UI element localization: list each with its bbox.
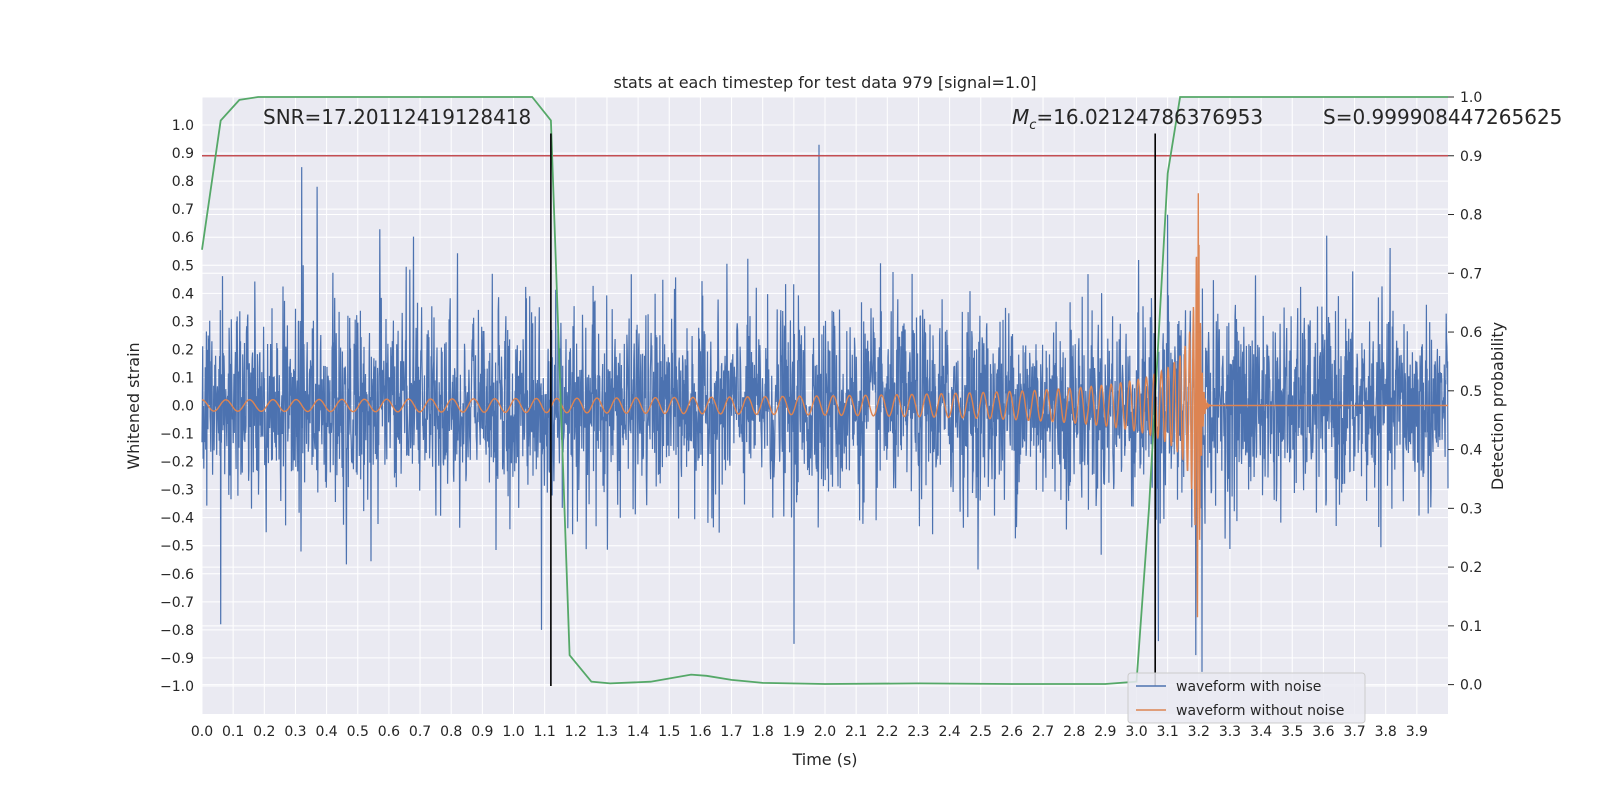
x-tick-label: 0.6 bbox=[378, 724, 400, 740]
y-tick-label: −0.4 bbox=[160, 511, 194, 527]
x-tick-label: 1.5 bbox=[658, 724, 680, 740]
x-tick-label: 3.6 bbox=[1312, 724, 1334, 740]
legend-label-clean: waveform without noise bbox=[1176, 703, 1344, 719]
series-waveform-without-noise bbox=[202, 193, 1448, 618]
legend: waveform with noise waveform without noi… bbox=[1127, 672, 1366, 724]
y-tick-label: 0.4 bbox=[172, 286, 194, 302]
y-tick-label: 0.2 bbox=[172, 342, 194, 358]
x-tick-label: 3.0 bbox=[1125, 724, 1147, 740]
y2-tick-label: 0.0 bbox=[1460, 678, 1482, 694]
x-tick-label: 0.9 bbox=[471, 724, 493, 740]
y2-tick-label: 0.1 bbox=[1460, 619, 1482, 635]
legend-label-noise: waveform with noise bbox=[1176, 679, 1321, 695]
y-tick-label: −0.1 bbox=[160, 427, 194, 443]
x-tick-label: 1.2 bbox=[565, 724, 587, 740]
mc-symbol: M bbox=[1012, 105, 1029, 129]
x-tick-label: 1.3 bbox=[596, 724, 618, 740]
x-tick-label: 0.5 bbox=[347, 724, 369, 740]
mc-subscript: c bbox=[1029, 118, 1036, 133]
y-tick-label: −0.7 bbox=[160, 595, 194, 611]
x-tick-label: 3.2 bbox=[1188, 724, 1210, 740]
y-tick-label: −0.9 bbox=[160, 651, 194, 667]
y-tick-label: 0.1 bbox=[172, 370, 194, 386]
y-tick-label: 0.5 bbox=[172, 258, 194, 274]
y-tick-label: 1.0 bbox=[172, 118, 194, 134]
x-tick-label: 0.2 bbox=[253, 724, 275, 740]
y2-tick-label: 0.5 bbox=[1460, 384, 1482, 400]
x-tick-label: 0.3 bbox=[284, 724, 306, 740]
x-tick-label: 0.1 bbox=[222, 724, 244, 740]
y2-tick-label: 0.4 bbox=[1460, 443, 1482, 459]
x-tick-label: 2.1 bbox=[845, 724, 867, 740]
x-tick-label: 3.9 bbox=[1406, 724, 1428, 740]
x-tick-label: 0.8 bbox=[440, 724, 462, 740]
y-tick-label: 0.3 bbox=[172, 314, 194, 330]
y-tick-label: −0.5 bbox=[160, 539, 194, 555]
mc-annotation: Mc=16.02124786376953 bbox=[1012, 105, 1263, 133]
x-tick-label: 2.3 bbox=[907, 724, 929, 740]
x-tick-label: 0.4 bbox=[315, 724, 337, 740]
x-tick-label: 2.0 bbox=[814, 724, 836, 740]
x-tick-label: 1.6 bbox=[689, 724, 711, 740]
y-tick-label: −0.2 bbox=[160, 455, 194, 471]
x-tick-label: 1.4 bbox=[627, 724, 649, 740]
x-tick-label: 3.3 bbox=[1219, 724, 1241, 740]
y-tick-label: 0.9 bbox=[172, 146, 194, 162]
chart-title: stats at each timestep for test data 979… bbox=[613, 73, 1036, 92]
y-tick-label: 0.7 bbox=[172, 202, 194, 218]
series-detection-probability bbox=[201, 96, 1448, 685]
x-tick-label: 3.1 bbox=[1157, 724, 1179, 740]
y2-tick-label: 0.6 bbox=[1460, 325, 1482, 341]
legend-box bbox=[1127, 672, 1366, 724]
x-tick-label: 1.0 bbox=[502, 724, 524, 740]
x-tick-label: 1.1 bbox=[534, 724, 556, 740]
mc-value: =16.02124786376953 bbox=[1036, 105, 1263, 129]
y2-tick-label: 0.2 bbox=[1460, 560, 1482, 576]
x-tick-label: 2.6 bbox=[1001, 724, 1023, 740]
y2-tick-label: 1.0 bbox=[1460, 90, 1482, 106]
x-tick-label: 2.5 bbox=[970, 724, 992, 740]
y-tick-label: −0.6 bbox=[160, 567, 194, 583]
x-tick-label: 1.7 bbox=[720, 724, 742, 740]
x-axis-label: Time (s) bbox=[791, 750, 857, 769]
y-tick-label: −0.3 bbox=[160, 483, 194, 499]
y2-tick-label: 0.3 bbox=[1460, 501, 1482, 517]
s-annotation: S=0.999908447265625 bbox=[1323, 105, 1562, 129]
x-tick-label: 3.7 bbox=[1343, 724, 1365, 740]
data-layer bbox=[201, 96, 1449, 686]
y-tick-label: 0.6 bbox=[172, 230, 194, 246]
y-axis-label: Whitened strain bbox=[124, 342, 143, 469]
x-tick-label: 2.8 bbox=[1063, 724, 1085, 740]
x-tick-label: 2.9 bbox=[1094, 724, 1116, 740]
x-tick-label: 1.9 bbox=[783, 724, 805, 740]
y-tick-label: −1.0 bbox=[160, 679, 194, 695]
y2-axis-label: Detection probability bbox=[1488, 322, 1507, 490]
x-tick-label: 3.8 bbox=[1375, 724, 1397, 740]
x-tick-label: 3.5 bbox=[1281, 724, 1303, 740]
y2-tick-label: 0.7 bbox=[1460, 266, 1482, 282]
snr-annotation: SNR=17.20112419128418 bbox=[263, 105, 531, 129]
x-tick-label: 1.8 bbox=[752, 724, 774, 740]
series-waveform-with-noise bbox=[201, 144, 1449, 672]
x-tick-label: 2.7 bbox=[1032, 724, 1054, 740]
x-tick-label: 0.0 bbox=[191, 724, 213, 740]
y-tick-label: 0.8 bbox=[172, 174, 194, 190]
y-tick-label: −0.8 bbox=[160, 623, 194, 639]
x-tick-label: 3.4 bbox=[1250, 724, 1272, 740]
y2-tick-label: 0.9 bbox=[1460, 149, 1482, 165]
tick-labels: 0.0 0.1 0.2 0.3 0.4 0.5 0.6 0.7 0.8 0.9 1.0 1.1 1.2 1… bbox=[160, 90, 1482, 740]
x-tick-label: 2.4 bbox=[938, 724, 960, 740]
y-tick-label: 0.0 bbox=[172, 399, 194, 415]
y2-tick-label: 0.8 bbox=[1460, 208, 1482, 224]
x-tick-label: 2.2 bbox=[876, 724, 898, 740]
x-tick-label: 0.7 bbox=[409, 724, 431, 740]
